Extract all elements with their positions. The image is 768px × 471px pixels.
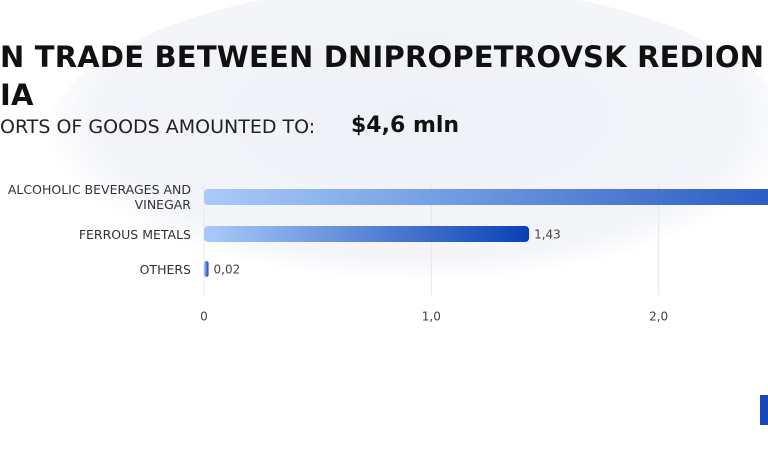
value-label: 1,43 (534, 228, 561, 242)
bar (204, 226, 530, 242)
x-tick-label: 1,0 (422, 310, 441, 324)
title-line: IA (0, 78, 34, 112)
category-label: FERROUS METALS (78, 226, 191, 242)
bar (204, 261, 209, 277)
x-tick-label: 0 (200, 310, 208, 324)
bar (204, 189, 768, 205)
total: $4,6 mln (351, 113, 460, 138)
title-line: N TRADE BETWEEN DNIPROPETROVSK REDION (0, 40, 765, 74)
corner-badge (760, 395, 768, 425)
subtitle: ORTS OF GOODS AMOUNTED TO: (0, 116, 316, 138)
value-label: 0,02 (214, 263, 241, 277)
x-tick-label: 2,0 (649, 310, 668, 324)
category-label: ALCOHOLIC BEVERAGES AND VINEGAR (7, 182, 191, 212)
category-label: OTHERS (139, 261, 191, 277)
